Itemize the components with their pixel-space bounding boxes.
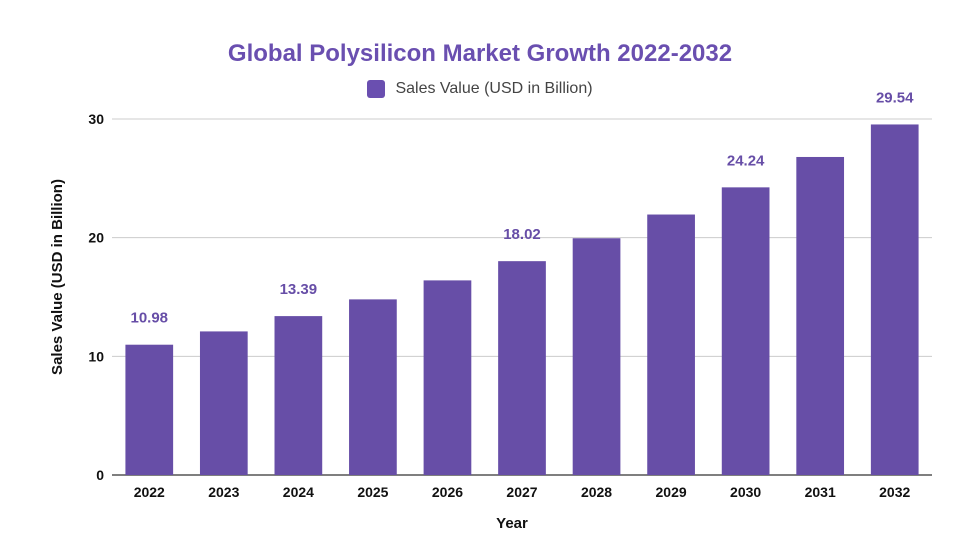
x-tick-label: 2032 <box>879 484 910 500</box>
data-label: 10.98 <box>130 310 168 327</box>
bar-2026 <box>423 280 472 475</box>
data-label: 24.24 <box>727 152 765 169</box>
data-labels: 10.98 13.39 18.02 24.24 29.54 <box>130 89 914 326</box>
y-tick-label: 30 <box>88 111 104 127</box>
legend-swatch <box>367 80 386 98</box>
bar-2028 <box>572 238 621 475</box>
x-tick-label: 2026 <box>432 484 463 500</box>
legend-label: Sales Value (USD in Billion) <box>395 80 593 97</box>
x-tick-label: 2030 <box>730 484 761 500</box>
x-tick-label: 2027 <box>506 484 537 500</box>
bar-2024 <box>274 316 323 475</box>
data-label: 29.54 <box>876 89 914 106</box>
y-tick-label: 0 <box>96 467 104 483</box>
x-tick-label: 2023 <box>208 484 239 500</box>
x-tick-label: 2024 <box>283 484 314 500</box>
x-tick-label: 2025 <box>357 484 388 500</box>
bar-2029 <box>647 214 695 475</box>
bar-2027 <box>498 261 546 475</box>
data-label: 18.02 <box>503 226 541 243</box>
x-tick-label: 2031 <box>805 484 836 500</box>
x-axis-title: Year <box>496 515 528 532</box>
x-tick-label: 2029 <box>656 484 687 500</box>
bars <box>125 124 919 476</box>
bar-2025 <box>349 299 397 475</box>
bar-2032 <box>870 124 919 475</box>
bar-2022 <box>125 344 174 475</box>
legend: Sales Value (USD in Billion) <box>0 80 960 98</box>
y-tick-label: 10 <box>88 348 104 364</box>
data-label: 13.39 <box>280 281 318 298</box>
bar-2023 <box>199 331 248 475</box>
bar-2031 <box>796 156 845 475</box>
x-tick-labels: 2022 2023 2024 2025 2026 2027 2028 2029 2030 2031… <box>134 484 911 500</box>
y-tick-labels: 0 10 20 30 <box>88 111 104 483</box>
x-tick-label: 2022 <box>134 484 165 500</box>
y-axis-title: Sales Value (USD in Billion) <box>49 179 66 375</box>
y-tick-label: 20 <box>88 230 104 246</box>
chart-title: Global Polysilicon Market Growth 2022-20… <box>227 40 733 67</box>
x-tick-label: 2028 <box>581 484 612 500</box>
bar-2030 <box>721 187 770 476</box>
